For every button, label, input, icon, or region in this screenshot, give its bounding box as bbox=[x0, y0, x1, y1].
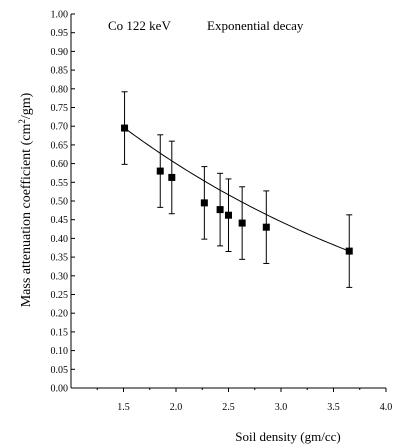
y-tick-label: 0.90 bbox=[51, 47, 69, 58]
y-tick-label: 0.60 bbox=[51, 159, 69, 170]
y-tick-label: 0.25 bbox=[51, 290, 69, 301]
x-tick-label: 2.5 bbox=[222, 402, 235, 413]
data-point bbox=[238, 219, 246, 227]
y-axis-title-main: Mass attenuation coefficient (cm bbox=[19, 124, 34, 308]
y-tick-label: 0.85 bbox=[51, 66, 69, 77]
y-axis-ticks: 0.00 0.05 0.10 0.15 0.20 0.25 0.30 0.35 0.40 0.45… bbox=[51, 10, 75, 395]
y-tick-label: 0.50 bbox=[51, 197, 69, 208]
y-tick-label: 0.80 bbox=[51, 84, 69, 95]
x-tick-label: 4.0 bbox=[380, 402, 393, 413]
x-tick-label: 1.5 bbox=[117, 402, 130, 413]
data-point bbox=[168, 173, 176, 181]
y-tick-label: 0.05 bbox=[51, 365, 69, 376]
data-point bbox=[225, 211, 232, 219]
data-point bbox=[200, 199, 208, 207]
fit-curve bbox=[124, 127, 350, 252]
x-axis-ticks: 1.5 2.0 2.5 3.0 3.5 4.0 bbox=[96, 388, 393, 413]
y-tick-label: 0.15 bbox=[51, 327, 69, 338]
y-tick-label: 0.40 bbox=[51, 234, 69, 245]
data-points bbox=[121, 91, 353, 288]
x-axis-title: Soil density (gm/cc) bbox=[235, 429, 340, 444]
y-tick-label: 0.75 bbox=[51, 103, 69, 114]
chart-subtitle: Exponential decay bbox=[207, 18, 304, 33]
x-tick-label: 3.5 bbox=[327, 402, 340, 413]
y-axis-title: Mass attenuation coefficient (cm2/gm) bbox=[17, 92, 34, 307]
y-tick-label: 0.70 bbox=[51, 122, 69, 133]
data-point bbox=[262, 223, 270, 231]
y-tick-label: 0.00 bbox=[51, 384, 69, 395]
y-tick-label: 0.55 bbox=[51, 178, 69, 189]
y-tick-label: 0.65 bbox=[51, 140, 69, 151]
data-point bbox=[156, 167, 164, 175]
y-tick-label: 0.10 bbox=[51, 346, 69, 357]
data-point bbox=[345, 247, 353, 255]
y-tick-label: 0.20 bbox=[51, 309, 69, 320]
y-tick-label: 0.35 bbox=[51, 253, 69, 264]
x-tick-label: 3.0 bbox=[275, 402, 288, 413]
y-axis-title-end: /gm) bbox=[19, 92, 34, 119]
chart-title: Co 122 keV bbox=[108, 18, 171, 33]
y-tick-label: 0.30 bbox=[51, 271, 69, 282]
x-tick-label: 2.0 bbox=[170, 402, 183, 413]
y-tick-label: 0.95 bbox=[51, 28, 69, 39]
data-point bbox=[121, 124, 129, 132]
y-tick-label: 0.45 bbox=[51, 215, 69, 226]
y-tick-label: 1.00 bbox=[51, 10, 69, 21]
y-axis-title-sup: 2 bbox=[17, 119, 27, 124]
data-point bbox=[216, 206, 224, 214]
